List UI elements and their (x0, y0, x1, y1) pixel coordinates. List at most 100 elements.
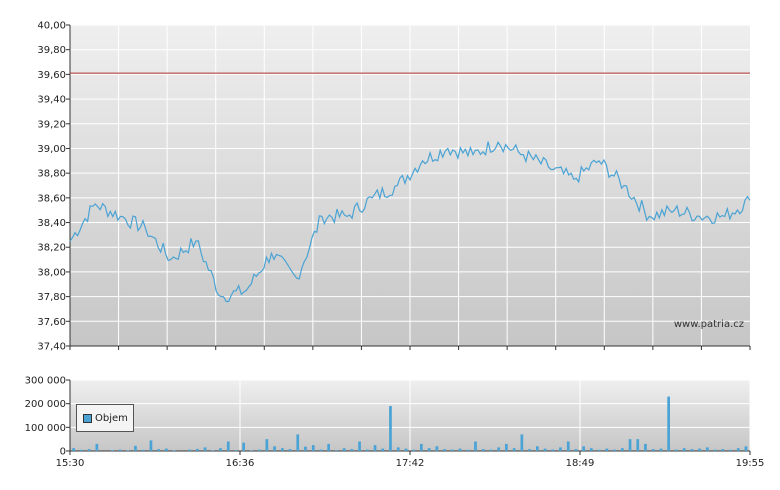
time-axis-tick-label: 16:36 (226, 458, 255, 469)
volume-bar (412, 449, 415, 451)
volume-bar (203, 447, 207, 451)
volume-bar (466, 449, 470, 451)
volume-bar (141, 449, 145, 451)
volume-bar (250, 450, 253, 451)
price-y-tick-label: 39,40 (37, 95, 66, 106)
volume-bar (559, 447, 562, 451)
volume-bar (736, 448, 740, 451)
volume-y-tick-label: 200 000 (25, 399, 66, 410)
volume-bar (659, 448, 663, 451)
volume-bar (458, 448, 462, 451)
volume-bar (574, 449, 578, 451)
price-y-tick-label: 39,60 (37, 70, 66, 81)
volume-bar (319, 449, 323, 451)
volume-bar (196, 448, 199, 451)
price-y-tick-label: 38,60 (37, 193, 66, 204)
volume-bar (667, 396, 670, 451)
time-axis-tick-label: 17:42 (396, 458, 425, 469)
volume-bar (311, 445, 315, 451)
price-series-line (69, 141, 751, 303)
watermark-text: www.patria.cz (674, 319, 744, 330)
volume-bar (597, 449, 601, 451)
volume-bar (281, 448, 284, 451)
volume-bar (706, 447, 709, 451)
price-y-tick-label: 37,60 (37, 317, 66, 328)
volume-bar (157, 449, 160, 451)
price-y-tick-label: 39,00 (37, 144, 66, 155)
volume-bar (358, 441, 361, 451)
volume-bar (404, 448, 408, 451)
volume-bar (304, 446, 307, 451)
volume-bar (265, 439, 269, 451)
volume-bar (481, 449, 485, 451)
time-axis-tick-label: 18:49 (566, 458, 595, 469)
volume-bar (605, 448, 609, 451)
volume-bar (396, 447, 400, 451)
volume-bar (489, 449, 493, 451)
volume-bar (296, 434, 300, 451)
volume-bar (273, 446, 276, 451)
legend-swatch (83, 413, 92, 423)
volume-bar (118, 449, 122, 451)
volume-bar (590, 448, 593, 451)
volume-bar (219, 448, 222, 451)
volume-bar (165, 448, 168, 451)
price-y-tick-label: 37,80 (37, 292, 66, 303)
volume-bar (528, 449, 531, 451)
volume-bar (366, 449, 369, 451)
volume-bar (474, 441, 477, 451)
volume-bar (566, 441, 570, 451)
volume-bar (621, 448, 624, 451)
time-axis-tick-label: 15:30 (56, 458, 85, 469)
volume-bar (134, 445, 137, 451)
volume-bar (188, 449, 191, 451)
volume-y-tick-label: 100 000 (25, 423, 66, 434)
volume-bar (234, 450, 238, 451)
volume-bar (335, 450, 338, 451)
volume-bar (497, 447, 500, 451)
volume-bar (744, 446, 748, 451)
price-y-tick-label: 38,40 (37, 218, 66, 229)
price-y-tick-label: 39,20 (37, 119, 66, 130)
volume-bar (381, 448, 385, 451)
price-y-tick-label: 40,00 (37, 21, 66, 32)
legend: Objem (76, 404, 134, 432)
legend-label: Objem (95, 412, 128, 424)
volume-bar (690, 449, 694, 451)
volume-y-tick-label: 0 (60, 447, 66, 458)
volume-bar (435, 446, 439, 451)
volume-bar (551, 449, 555, 451)
volume-bar (149, 440, 153, 451)
price-y-tick-label: 39,80 (37, 45, 66, 56)
volume-bar (644, 443, 647, 451)
volume-bar (172, 450, 176, 451)
volume-bar (87, 449, 91, 451)
volume-bar (729, 449, 732, 451)
volume-bar (675, 449, 678, 451)
volume-bar (698, 448, 701, 451)
volume-bar (327, 443, 330, 451)
volume-bar (95, 443, 99, 451)
volume-bar (721, 449, 725, 451)
volume-bar (126, 450, 130, 451)
price-y-tick-label: 38,80 (37, 169, 66, 180)
volume-bar (651, 449, 655, 451)
volume-bar (342, 448, 346, 451)
price-y-tick-label: 38,20 (37, 243, 66, 254)
volume-bar (211, 450, 215, 451)
volume-bar (111, 450, 114, 451)
volume-y-tick-label: 300 000 (25, 376, 66, 387)
volume-bar (636, 439, 640, 451)
volume-bar (451, 449, 454, 451)
volume-bar (443, 449, 446, 451)
volume-bar (242, 442, 245, 451)
price-y-tick-label: 37,40 (37, 342, 66, 353)
volume-bar (713, 449, 717, 451)
volume-bar (350, 449, 354, 451)
price-y-tick-label: 38,00 (37, 267, 66, 278)
volume-bar (613, 449, 616, 451)
time-axis-tick-label: 19:55 (736, 458, 765, 469)
volume-bar (536, 446, 539, 451)
